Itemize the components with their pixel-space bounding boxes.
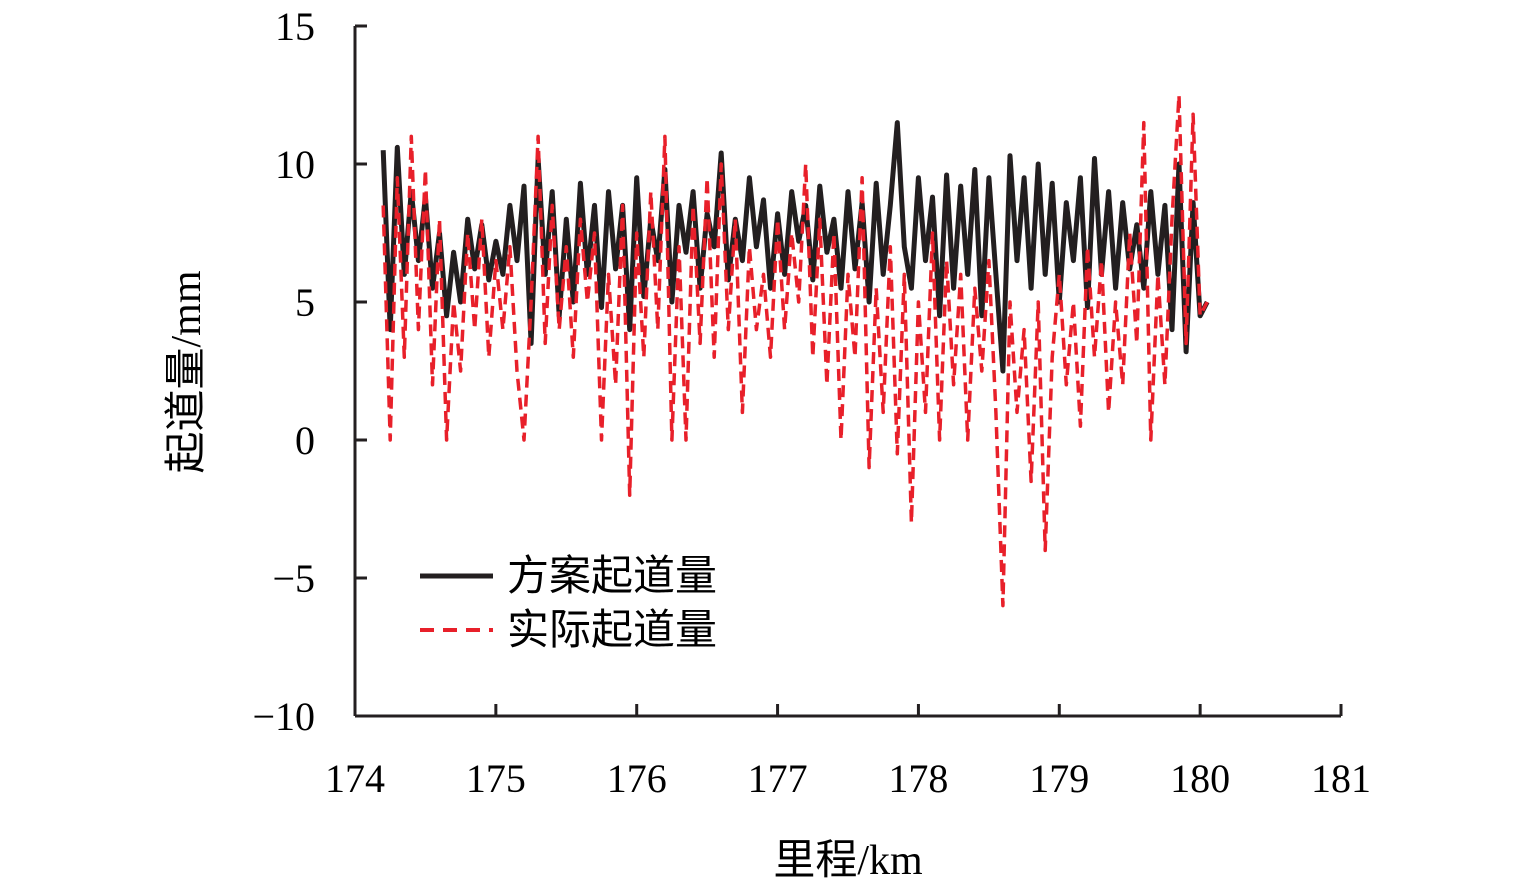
x-axis-label: 里程/km bbox=[773, 838, 923, 884]
x-tick-label: 181 bbox=[1311, 756, 1371, 801]
y-tick-label: 15 bbox=[275, 4, 315, 49]
y-tick-label: 5 bbox=[295, 280, 315, 325]
y-axis-label: 起道量/mm bbox=[164, 270, 210, 473]
series-line-plan bbox=[380, 120, 1210, 374]
axes-layer bbox=[353, 26, 1341, 718]
y-tick-label: −5 bbox=[272, 556, 315, 601]
x-tick-label: 176 bbox=[607, 756, 667, 801]
y-tick-label: −10 bbox=[252, 694, 315, 739]
labels-layer: 里程/km 起道量/mm bbox=[164, 270, 923, 884]
legend: 方案起道量 实际起道量 bbox=[420, 553, 717, 654]
x-tick-label: 178 bbox=[888, 756, 948, 801]
x-tick-label: 177 bbox=[748, 756, 808, 801]
legend-label-actual: 实际起道量 bbox=[507, 607, 717, 654]
legend-label-plan: 方案起道量 bbox=[507, 553, 717, 600]
y-tick-label: 0 bbox=[295, 418, 315, 463]
x-tick-label: 174 bbox=[325, 756, 385, 801]
x-tick-label: 179 bbox=[1029, 756, 1089, 801]
series-line-actual bbox=[381, 93, 1209, 608]
y-tick-label: 10 bbox=[275, 142, 315, 187]
ticks-layer: 174 175 176 177 178 179 180 181 −10 −5 0 5 10 15 bbox=[252, 4, 1371, 801]
series-layer bbox=[380, 93, 1210, 608]
x-tick-label: 180 bbox=[1170, 756, 1230, 801]
x-tick-label: 175 bbox=[466, 756, 526, 801]
